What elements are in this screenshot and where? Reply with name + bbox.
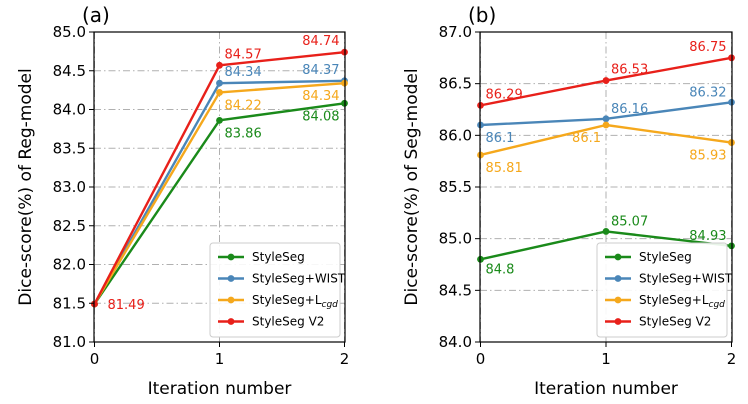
data-point <box>216 89 223 96</box>
chart-panel-b: 84.8 85.07 84.93 86.1 86.16 86.32 85.81 86.1 85.… <box>402 3 736 399</box>
legend-marker <box>614 275 622 282</box>
y-tick-label: 86.5 <box>439 75 472 93</box>
x-tick-label: 2 <box>340 350 350 368</box>
legend-label: StyleSeg <box>639 250 692 264</box>
legend-label: StyleSeg V2 <box>252 315 324 329</box>
data-label: 86.53 <box>611 63 648 78</box>
panel-label: (a) <box>82 3 110 27</box>
legend-label: StyleSeg+Lcgd <box>252 293 338 310</box>
y-tick-label: 83.5 <box>53 139 86 157</box>
data-label: 84.37 <box>302 63 339 78</box>
data-label: 85.81 <box>486 161 523 176</box>
data-point <box>602 77 610 84</box>
data-label: 84.93 <box>689 229 726 244</box>
data-label: 86.1 <box>572 131 601 146</box>
data-label: 84.22 <box>225 98 262 113</box>
data-label: 84.74 <box>302 34 339 49</box>
y-tick-label: 84.0 <box>439 333 472 351</box>
legend-marker <box>614 318 622 325</box>
legend-label: StyleSeg V2 <box>639 315 711 329</box>
x-tick-label: 2 <box>727 350 737 368</box>
legend: StyleSeg StyleSeg+WIST StyleSeg+Lcgd StyleS… <box>596 242 733 338</box>
data-label: 84.34 <box>302 89 339 104</box>
legend-label: StyleSeg+WIST <box>639 272 733 286</box>
data-point <box>602 121 610 129</box>
legend-label: StyleSeg+Lcgd <box>639 293 725 310</box>
y-tick-label: 81.5 <box>53 294 86 312</box>
data-label: 84.08 <box>302 109 339 124</box>
data-point <box>602 115 610 123</box>
y-tick-label: 84.5 <box>439 281 472 299</box>
data-label: 85.93 <box>689 149 726 164</box>
legend-label: StyleSeg+WIST <box>252 272 346 286</box>
data-label: 84.57 <box>225 47 262 62</box>
data-point <box>216 79 223 87</box>
legend-marker <box>227 275 235 282</box>
y-axis-label: Dice-score(%) of Seg-model <box>402 68 422 305</box>
data-label: 83.86 <box>225 126 262 141</box>
data-label: 86.16 <box>611 102 648 117</box>
x-tick-label: 0 <box>476 350 486 368</box>
y-axis-label: Dice-score(%) of Reg-model <box>16 68 36 305</box>
chart-panel-a: 83.86 84.08 84.34 84.37 84.22 84.34 81.49 84.57… <box>16 3 349 399</box>
x-tick-label: 1 <box>601 350 611 368</box>
legend-marker <box>614 296 622 304</box>
y-tick-label: 83.0 <box>53 178 86 196</box>
x-tick-label: 1 <box>215 350 225 368</box>
legend-marker <box>227 253 235 261</box>
data-label: 86.75 <box>689 40 726 55</box>
legend-marker <box>227 296 235 304</box>
y-tick-label: 81.0 <box>53 333 86 351</box>
legend-label-subscript: cgd <box>709 300 726 310</box>
data-point <box>216 61 223 69</box>
data-label: 81.49 <box>108 298 145 313</box>
y-tick-label: 86.0 <box>439 126 472 144</box>
data-label: 85.07 <box>611 214 648 229</box>
y-tick-label: 87.0 <box>439 23 472 41</box>
data-point <box>602 228 610 235</box>
legend-marker <box>227 318 235 325</box>
legend: StyleSeg StyleSeg+WIST StyleSeg+Lcgd StyleS… <box>209 242 346 338</box>
data-label: 86.29 <box>486 87 523 102</box>
data-label: 86.1 <box>486 131 515 146</box>
x-tick-label: 0 <box>90 350 100 368</box>
y-tick-label: 85.0 <box>439 230 472 248</box>
x-axis-label: Iteration number <box>534 379 678 399</box>
y-tick-label: 84.5 <box>53 62 86 80</box>
legend-label: StyleSeg <box>252 250 305 264</box>
data-label: 86.32 <box>689 85 726 100</box>
data-label: 84.8 <box>486 262 515 277</box>
legend-marker <box>614 253 622 261</box>
y-tick-label: 82.5 <box>53 217 86 235</box>
data-point <box>216 116 223 124</box>
legend-box <box>209 242 341 338</box>
x-axis-label: Iteration number <box>148 379 292 399</box>
panel-label: (b) <box>468 3 496 27</box>
y-tick-label: 85.5 <box>439 178 472 196</box>
legend-box <box>596 242 728 338</box>
y-tick-label: 84.0 <box>53 101 86 119</box>
y-tick-label: 82.0 <box>53 256 86 274</box>
data-label: 84.34 <box>225 65 262 80</box>
legend-label-subscript: cgd <box>322 300 339 310</box>
y-tick-label: 85.0 <box>53 23 86 41</box>
